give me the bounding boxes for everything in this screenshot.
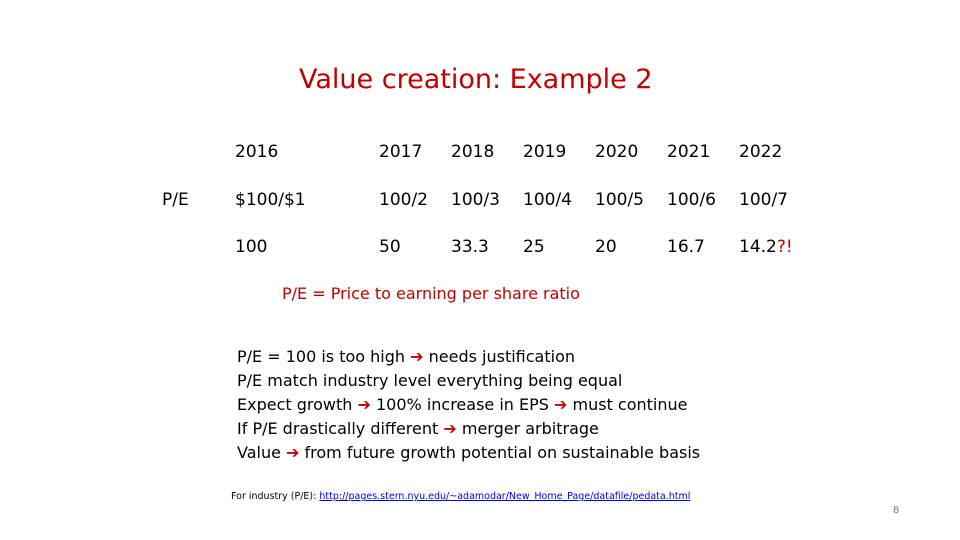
year-header-2021: 2021 (667, 142, 711, 162)
right-arrow-icon: ➔ (286, 443, 300, 462)
row-label-pe: P/E (162, 190, 189, 210)
ratio-cell-2021: 100/6 (667, 190, 716, 210)
value-cell-2021: 16.7 (667, 237, 705, 257)
value-cell-2018: 33.3 (451, 237, 489, 257)
ratio-cell-2017: 100/2 (379, 190, 428, 210)
bullet-line-3: Expect growth ➔ 100% increase in EPS ➔ m… (237, 395, 688, 414)
year-header-2018: 2018 (451, 142, 495, 162)
bullet-line-4: If P/E drastically different ➔ merger ar… (237, 419, 599, 438)
ratio-cell-2022: 100/7 (739, 190, 788, 210)
year-header-2022: 2022 (739, 142, 783, 162)
right-arrow-icon: ➔ (357, 395, 371, 414)
right-arrow-icon: ➔ (554, 395, 568, 414)
bullet-line-5: Value ➔ from future growth potential on … (237, 443, 701, 462)
bullet-line-2: P/E match industry level everything bein… (237, 371, 623, 390)
page-number: 8 (893, 505, 900, 516)
ratio-cell-2020: 100/5 (595, 190, 644, 210)
value-cell-2019: 25 (523, 237, 545, 257)
value-2022-number: 14.2 (739, 237, 777, 257)
ratio-cell-2016: $100/$1 (235, 190, 306, 210)
pe-definition: P/E = Price to earning per share ratio (282, 284, 580, 303)
ratio-cell-2018: 100/3 (451, 190, 500, 210)
footer-source: For industry (P/E): http://pages.stern.n… (231, 491, 690, 502)
slide-title: Value creation: Example 2 (299, 64, 653, 95)
source-link[interactable]: http://pages.stern.nyu.edu/~adamodar/New… (319, 491, 691, 502)
year-header-2016: 2016 (235, 142, 279, 162)
question-exclamation-mark: ?! (776, 237, 793, 257)
right-arrow-icon: ➔ (410, 347, 424, 366)
value-cell-2022: 14.2?! (739, 236, 793, 258)
bullet-list: P/E = 100 is too high ➔ needs justificat… (237, 345, 700, 465)
ratio-cell-2019: 100/4 (523, 190, 572, 210)
year-header-2019: 2019 (523, 142, 567, 162)
value-cell-2020: 20 (595, 237, 617, 257)
footer-prefix: For industry (P/E): (231, 491, 320, 502)
right-arrow-icon: ➔ (443, 419, 457, 438)
year-header-2017: 2017 (379, 142, 423, 162)
year-header-2020: 2020 (595, 142, 639, 162)
value-cell-2016: 100 (235, 237, 268, 257)
value-cell-2017: 50 (379, 237, 401, 257)
bullet-line-1: P/E = 100 is too high ➔ needs justificat… (237, 347, 575, 366)
